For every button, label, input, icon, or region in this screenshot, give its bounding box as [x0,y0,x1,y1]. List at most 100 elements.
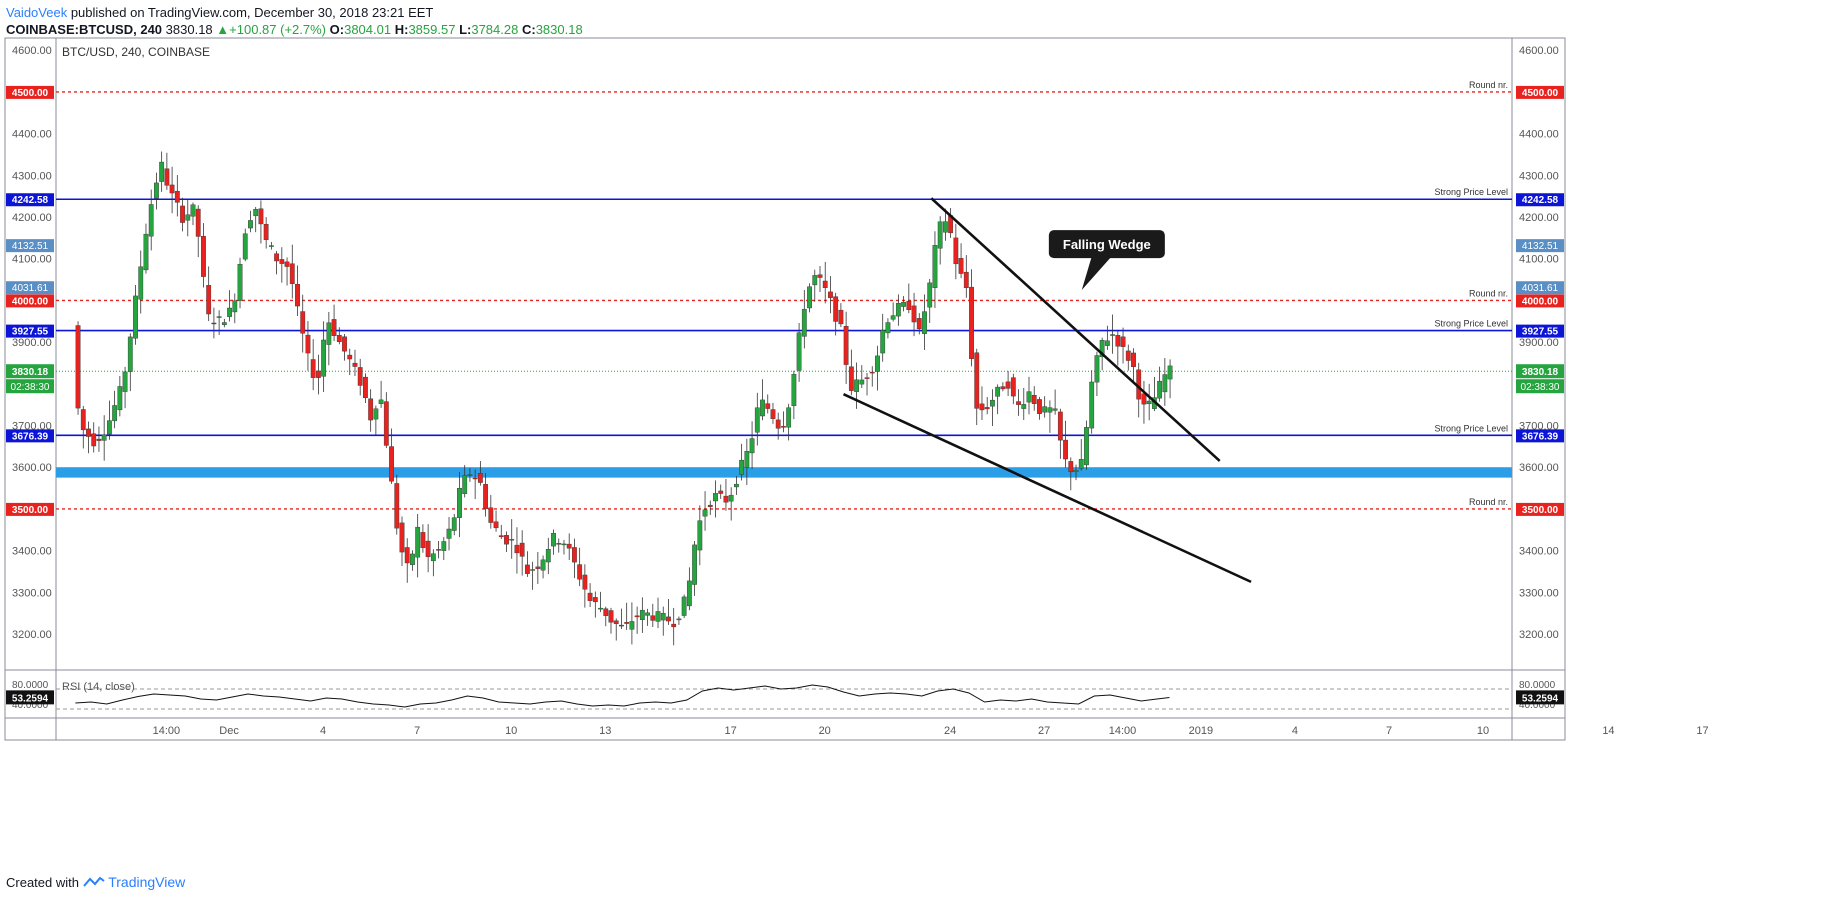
bull-candle [639,609,645,620]
bear-candle [817,274,823,278]
x-tick-label: 14 [1602,725,1614,737]
bull-candle [551,533,556,547]
bull-candle [410,553,415,565]
ohlc-legend: COINBASE:BTCUSD, 240 3830.18 ▲+100.87 (+… [6,22,583,37]
bull-candle [1157,380,1163,399]
level-note: Strong Price Level [1434,187,1508,197]
price-badge-left [6,281,54,295]
bull-candle [1078,459,1084,469]
bear-candle [493,521,499,529]
y-tick-label-right: 3600.00 [1519,462,1559,474]
bear-candle [472,477,478,480]
price-badge-left-text: 4031.61 [12,283,49,294]
y-tick-label-left: 3300.00 [12,587,52,599]
bear-candle [289,263,295,284]
y-tick-label-left: 3900.00 [12,337,52,349]
bull-candle [1162,374,1168,393]
bear-candle [331,319,337,336]
bull-candle [216,316,222,318]
bear-candle [420,532,426,548]
wedge-trendline [930,197,1221,462]
bear-candle [342,336,347,352]
bear-candle [671,623,677,628]
bull-candle [895,302,901,317]
bear-candle [368,398,374,421]
bull-candle [154,182,159,199]
bull-candle [1094,355,1100,383]
price-badge-right [1516,281,1564,295]
rsi-value-badge-right-text: 53.2594 [1522,693,1559,704]
bull-candle [530,569,536,571]
last-price-badge-right [1516,364,1564,379]
bear-candle [666,616,671,622]
author-link[interactable]: VaidoVeek [6,5,68,20]
symbol-label: COINBASE:BTCUSD, 240 [6,22,163,37]
bull-candle [760,399,765,417]
bear-candle [822,280,828,288]
bull-candle [117,386,123,411]
bull-candle [901,302,906,307]
bear-candle [770,409,776,419]
bear-candle [425,540,431,558]
bull-candle [248,220,253,229]
bear-candle [974,352,980,409]
tradingview-brand-link[interactable]: TradingView [108,874,186,890]
x-tick-label: 14:00 [153,725,181,737]
bear-candle [979,403,985,411]
bear-candle [1115,335,1121,347]
level-badge-right-text: 4000.00 [1522,296,1559,307]
bull-candle [540,559,546,571]
bear-candle [195,208,201,237]
bear-candle [1120,336,1126,347]
countdown-badge-left-text: 02:38:30 [11,382,50,393]
level-note: Strong Price Level [1434,319,1508,329]
chart-frame [4,37,1566,741]
level-badge-left [6,502,54,516]
change-text: +100.87 (+2.7%) [229,22,327,37]
bear-candle [279,259,285,264]
bear-candle [1031,395,1037,404]
bear-candle [394,483,400,529]
rsi-value-badge-left-text: 53.2594 [12,693,49,704]
bull-candle [890,315,896,320]
publish-info: VaidoVeek published on TradingView.com, … [6,5,433,20]
bull-candle [138,266,144,300]
bear-candle [916,318,922,330]
bull-candle [859,379,865,385]
bear-candle [577,564,583,580]
bear-candle [383,401,389,446]
bull-candle [185,214,191,221]
bear-candle [1063,439,1068,460]
x-tick-label: 27 [1038,725,1050,737]
level-note: Round nr. [1469,288,1508,298]
bull-candle [242,233,248,260]
x-tick-label: Dec [219,725,239,737]
annotation-text: Falling Wedge [1063,237,1151,252]
y-tick-label-right: 4100.00 [1519,254,1559,266]
bear-candle [357,367,363,386]
bear-candle [603,608,609,616]
bull-candle [875,355,880,372]
bear-candle [984,407,990,410]
bull-candle [561,543,567,546]
x-tick-label: 4 [320,725,326,737]
bull-candle [937,221,943,249]
bear-candle [164,168,170,186]
open-label: O: [329,22,345,37]
bull-candle [1047,407,1053,413]
footer: Created with TradingView [6,874,185,890]
bear-candle [1010,377,1016,397]
bull-candle [995,386,1001,397]
rsi-tick-right: 80.0000 [1519,680,1556,691]
price-badge-left-text: 4132.51 [12,241,49,252]
bull-candle [321,339,327,377]
level-badge-right [1516,294,1564,308]
bull-candle [629,621,635,630]
countdown-badge-left [6,379,54,394]
y-tick-label-left: 4400.00 [12,129,52,141]
bear-candle [958,258,964,274]
price-badge-right-text: 4031.61 [1522,283,1559,294]
y-tick-label-left: 4100.00 [12,254,52,266]
level-badge-right [1516,429,1564,443]
